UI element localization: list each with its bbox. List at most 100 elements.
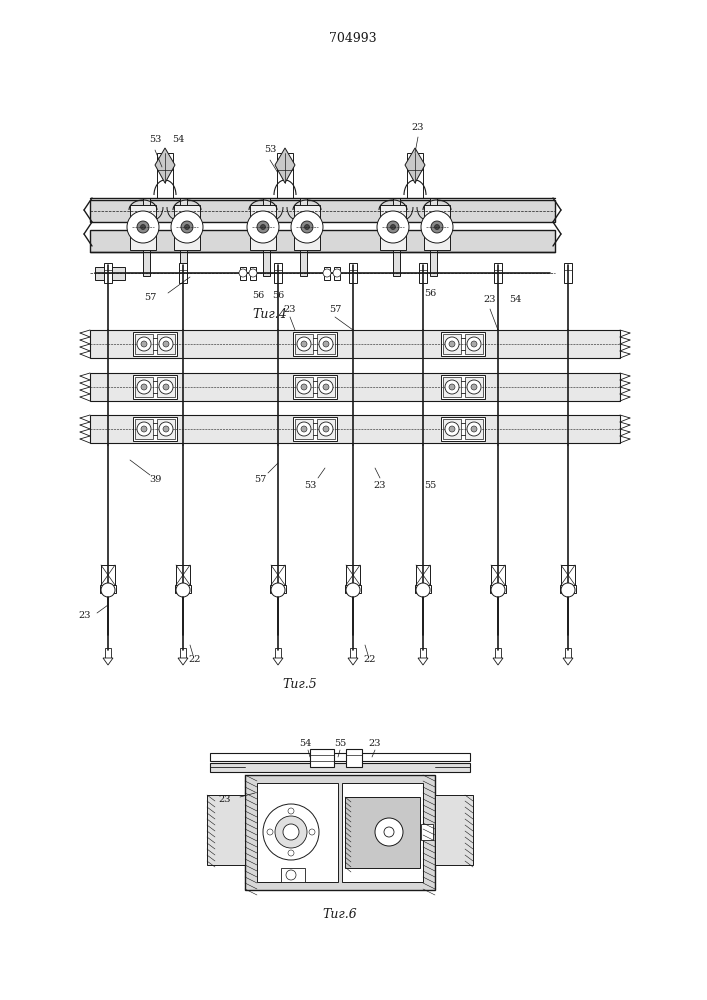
Bar xyxy=(210,753,470,761)
Bar xyxy=(342,783,423,882)
Bar xyxy=(135,377,153,397)
Bar xyxy=(157,377,175,397)
Bar xyxy=(465,377,483,397)
Bar xyxy=(441,332,485,356)
Text: Τиг.5: Τиг.5 xyxy=(283,678,317,692)
Text: 23: 23 xyxy=(284,304,296,314)
Circle shape xyxy=(449,384,455,390)
Bar xyxy=(293,417,337,441)
Bar xyxy=(490,585,506,593)
Circle shape xyxy=(283,824,299,840)
Text: 23: 23 xyxy=(218,796,231,804)
Circle shape xyxy=(263,804,319,860)
Circle shape xyxy=(305,225,310,230)
Text: 56: 56 xyxy=(252,290,264,300)
Bar xyxy=(561,565,575,585)
Polygon shape xyxy=(493,658,503,665)
Polygon shape xyxy=(348,658,358,665)
Circle shape xyxy=(445,337,459,351)
Circle shape xyxy=(319,422,333,436)
Text: Τиг.4: Τиг.4 xyxy=(252,308,287,322)
Bar xyxy=(180,648,186,658)
Bar xyxy=(295,419,313,439)
Circle shape xyxy=(291,211,323,243)
Text: 55: 55 xyxy=(424,481,436,489)
Circle shape xyxy=(301,384,307,390)
Circle shape xyxy=(185,225,189,230)
Circle shape xyxy=(141,426,147,432)
Bar xyxy=(416,565,430,585)
Bar xyxy=(465,334,483,354)
Bar xyxy=(250,205,276,250)
Bar xyxy=(133,375,177,399)
Polygon shape xyxy=(103,658,113,665)
Text: 56: 56 xyxy=(272,290,284,300)
Bar xyxy=(317,377,335,397)
Bar xyxy=(275,648,281,658)
Circle shape xyxy=(171,211,203,243)
Bar xyxy=(293,375,337,399)
Bar xyxy=(346,749,362,767)
Circle shape xyxy=(377,211,409,243)
Circle shape xyxy=(445,380,459,394)
Circle shape xyxy=(181,221,193,233)
Circle shape xyxy=(390,225,395,230)
Text: 22: 22 xyxy=(363,656,376,664)
Bar xyxy=(135,419,153,439)
Circle shape xyxy=(141,341,147,347)
Bar xyxy=(565,648,571,658)
Bar xyxy=(441,417,485,441)
Bar xyxy=(143,198,150,276)
Bar xyxy=(174,205,200,250)
Circle shape xyxy=(137,221,149,233)
Bar xyxy=(157,419,175,439)
Bar xyxy=(105,648,111,658)
Bar xyxy=(293,332,337,356)
Circle shape xyxy=(346,583,360,597)
Circle shape xyxy=(467,337,481,351)
Circle shape xyxy=(288,850,294,856)
Circle shape xyxy=(471,341,477,347)
Circle shape xyxy=(297,380,311,394)
Circle shape xyxy=(384,827,394,837)
Polygon shape xyxy=(155,148,175,183)
Circle shape xyxy=(297,422,311,436)
Circle shape xyxy=(323,341,329,347)
Polygon shape xyxy=(405,148,425,183)
Bar xyxy=(443,419,461,439)
Circle shape xyxy=(141,225,146,230)
Bar xyxy=(415,585,431,593)
Bar xyxy=(443,334,461,354)
Bar xyxy=(257,783,338,882)
Bar xyxy=(430,198,437,276)
Bar xyxy=(90,230,555,252)
Text: 22: 22 xyxy=(189,656,201,664)
Bar xyxy=(441,375,485,399)
Circle shape xyxy=(260,225,266,230)
Bar xyxy=(263,198,270,276)
Circle shape xyxy=(471,384,477,390)
Polygon shape xyxy=(418,658,428,665)
Circle shape xyxy=(275,816,307,848)
Circle shape xyxy=(137,422,151,436)
Circle shape xyxy=(309,829,315,835)
Circle shape xyxy=(271,583,285,597)
Circle shape xyxy=(375,818,403,846)
Circle shape xyxy=(257,221,269,233)
Bar xyxy=(133,332,177,356)
Bar xyxy=(334,267,340,280)
Bar xyxy=(564,263,572,283)
Bar xyxy=(90,373,620,401)
Bar xyxy=(560,585,576,593)
Text: 54: 54 xyxy=(172,135,185,144)
Circle shape xyxy=(561,583,575,597)
Bar xyxy=(295,377,313,397)
Bar xyxy=(250,267,256,280)
Circle shape xyxy=(163,426,169,432)
Bar xyxy=(294,205,320,250)
Circle shape xyxy=(421,211,453,243)
Bar xyxy=(210,763,470,772)
Bar xyxy=(100,585,116,593)
Bar xyxy=(349,263,357,283)
Bar xyxy=(393,198,400,276)
